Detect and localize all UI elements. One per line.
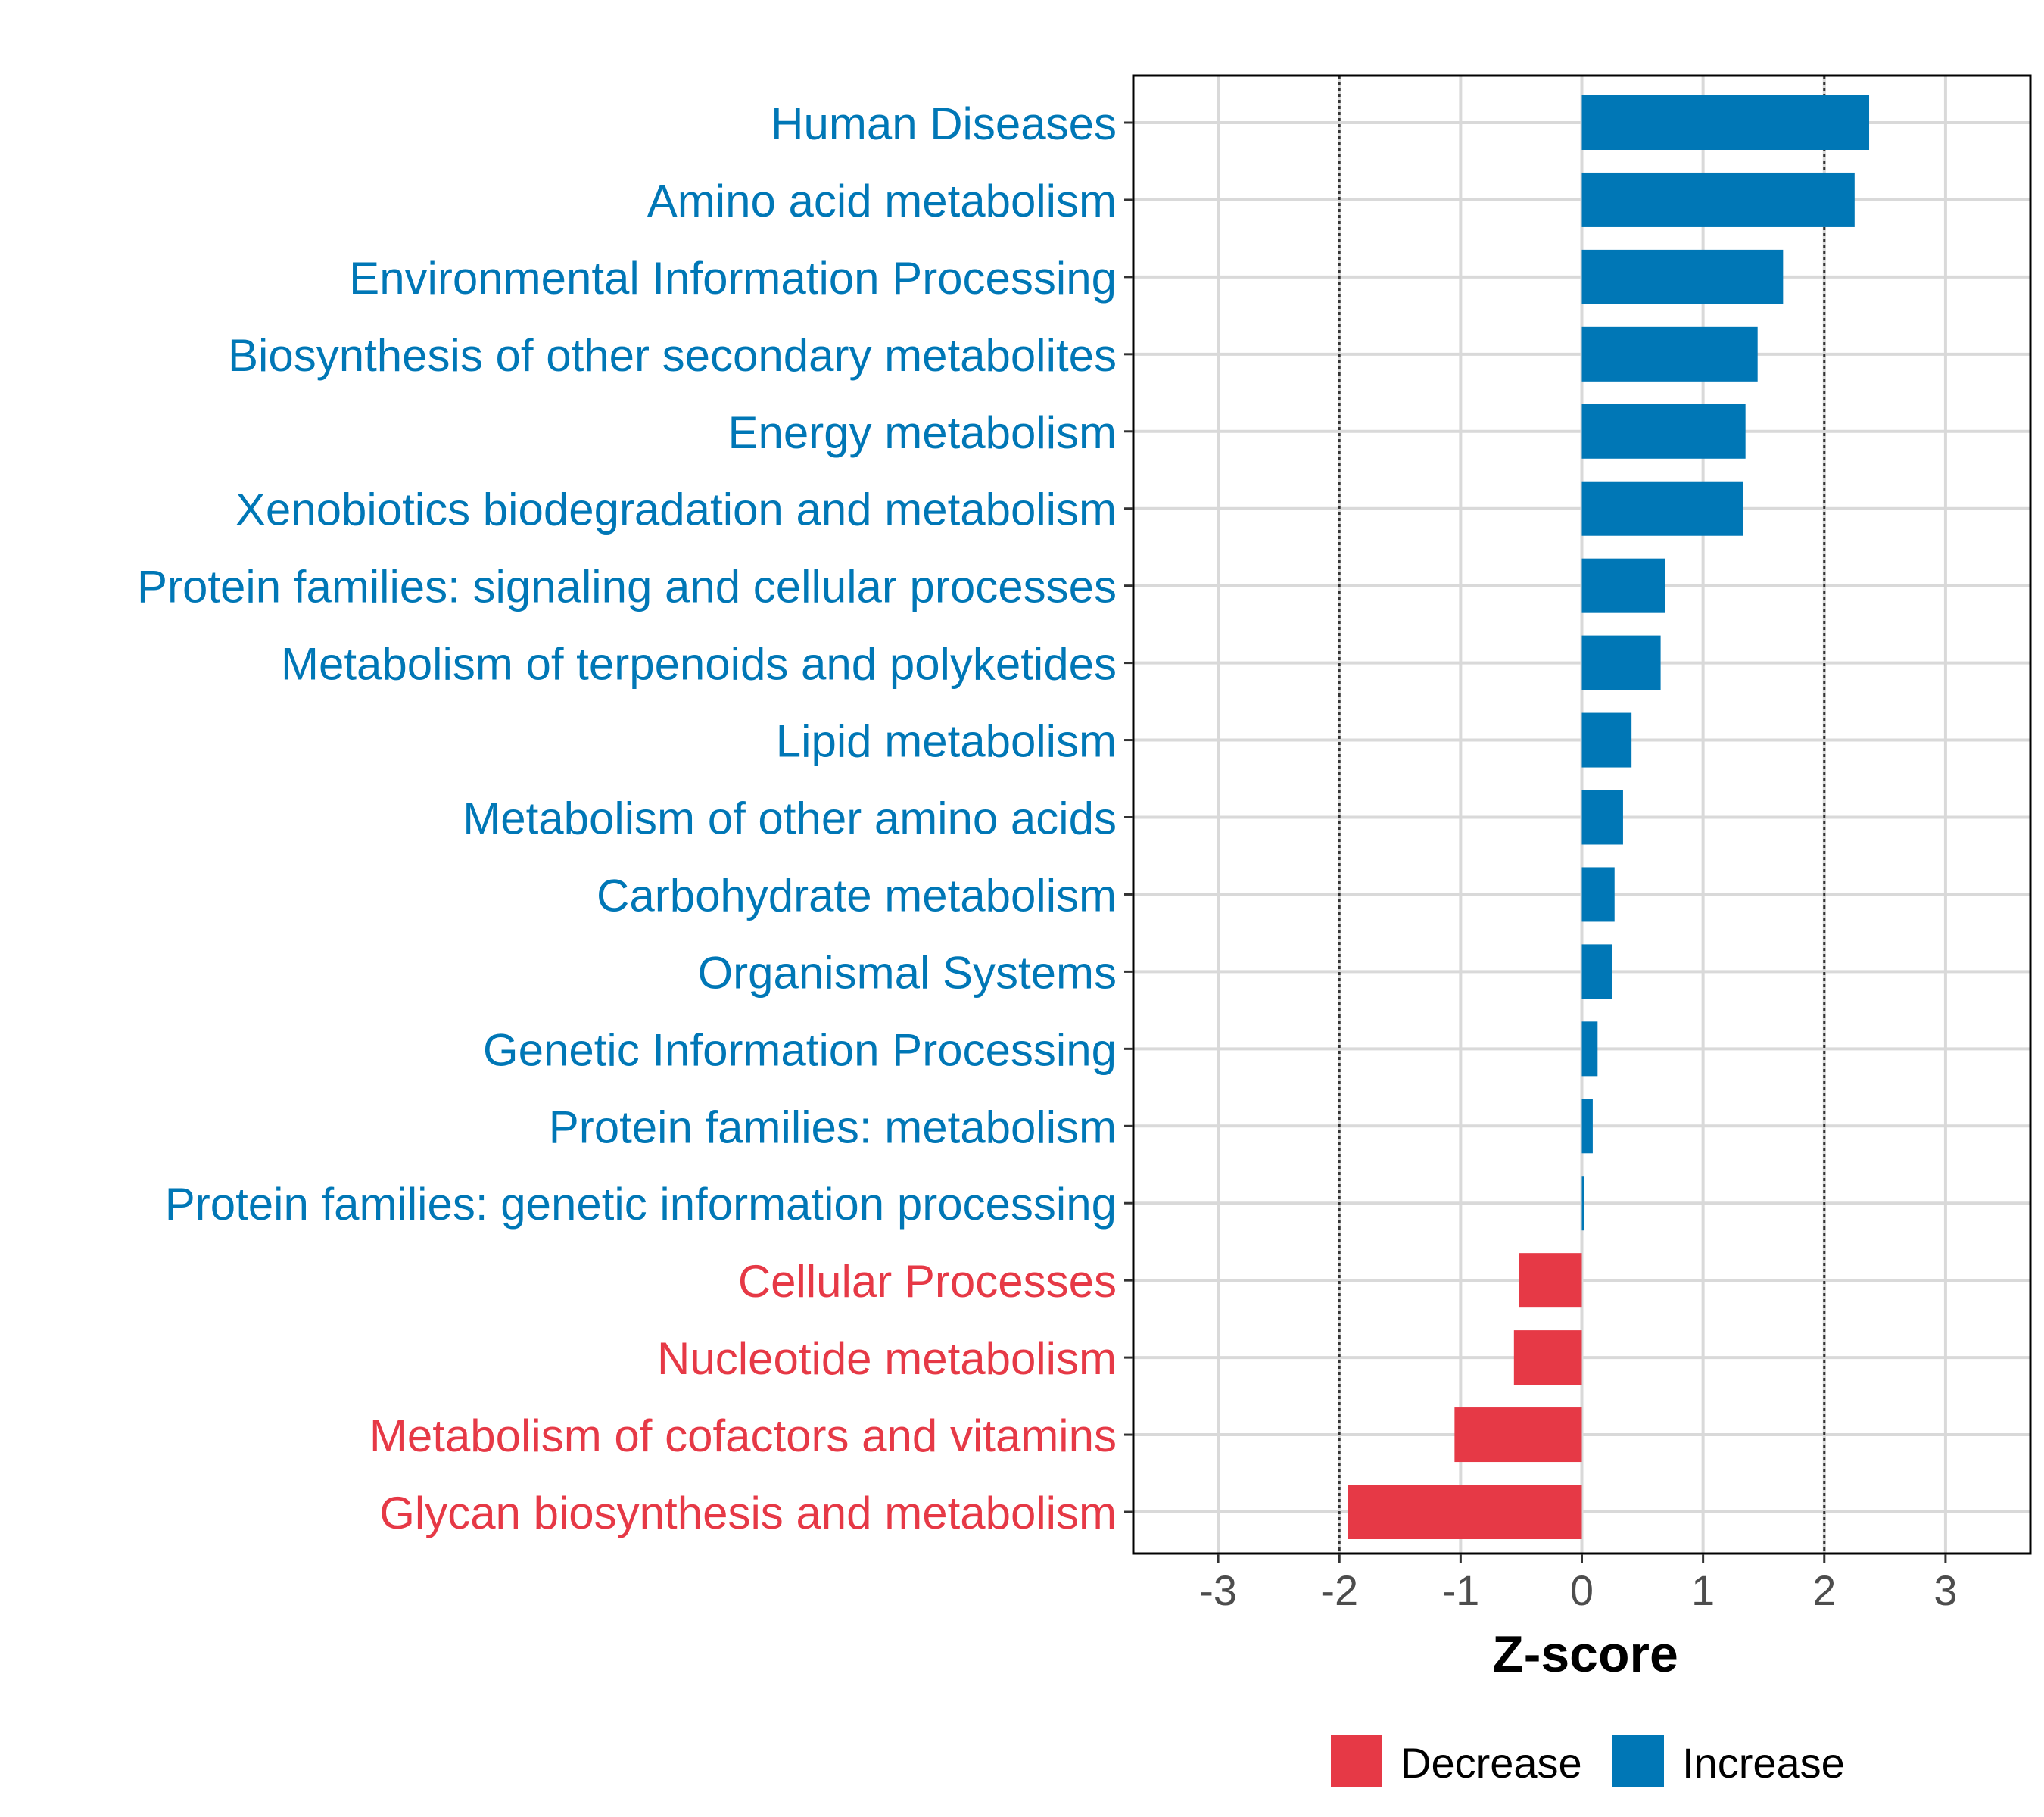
bar-17	[1454, 1407, 1582, 1463]
bar-18	[1348, 1485, 1582, 1539]
x-axis-tick-label-1: -2	[1320, 1566, 1358, 1614]
legend: Decrease Increase	[1325, 1734, 1893, 1794]
bar-10	[1581, 867, 1615, 922]
y-axis-label-18: Glycan biosynthesis and metabolism	[379, 1488, 1117, 1538]
x-axis-tick-label-2: -1	[1441, 1566, 1479, 1614]
y-axis-label-5: Xenobiotics biodegradation and metabolis…	[235, 485, 1117, 535]
y-axis-label-17: Metabolism of cofactors and vitamins	[369, 1410, 1117, 1461]
y-axis-label-14: Protein families: genetic information pr…	[165, 1179, 1117, 1230]
y-axis-label-6: Protein families: signaling and cellular…	[137, 562, 1117, 612]
bar-3	[1581, 326, 1758, 382]
y-axis-label-8: Lipid metabolism	[776, 716, 1117, 767]
x-axis-tick-labels: -3 -2 -1 0 1 2 3	[1199, 1566, 1957, 1614]
bar-15	[1519, 1253, 1582, 1308]
y-axis-label-15: Cellular Processes	[738, 1256, 1117, 1307]
y-axis-label-11: Organismal Systems	[698, 947, 1117, 998]
y-axis-label-16: Nucleotide metabolism	[657, 1333, 1117, 1384]
y-axis-label-12: Genetic Information Processing	[483, 1024, 1117, 1075]
bar-2	[1581, 249, 1784, 304]
y-axis-label-3: Biosynthesis of other secondary metaboli…	[228, 330, 1117, 381]
y-axis-label-4: Energy metabolism	[728, 407, 1117, 458]
bar-7	[1581, 635, 1661, 690]
x-axis-tick-label-3: 0	[1570, 1566, 1594, 1614]
x-axis-ticks	[1217, 1554, 1947, 1563]
x-axis-tick-label-0: -3	[1199, 1566, 1237, 1614]
y-axis-label-1: Amino acid metabolism	[647, 176, 1117, 226]
y-axis-label-13: Protein families: metabolism	[549, 1102, 1117, 1152]
bar-1	[1581, 172, 1855, 227]
bar-5	[1581, 481, 1743, 536]
y-axis-label-0: Human Diseases	[771, 98, 1117, 149]
bar-16	[1513, 1330, 1582, 1385]
x-axis-tick-label-5: 2	[1812, 1566, 1836, 1614]
y-axis-label-2: Environmental Information Processing	[349, 253, 1117, 304]
bar-0	[1581, 95, 1870, 150]
legend-swatch-decrease	[1331, 1735, 1382, 1787]
bar-13	[1581, 1099, 1593, 1154]
bar-14	[1581, 1176, 1584, 1231]
y-axis-label-9: Metabolism of other amino acids	[463, 793, 1117, 844]
bar-4	[1581, 404, 1746, 459]
y-axis-label-7: Metabolism of terpenoids and polyketides	[281, 639, 1117, 690]
bar-6	[1581, 558, 1665, 613]
legend-label-decrease: Decrease	[1401, 1739, 1582, 1787]
x-axis-tick-label-6: 3	[1933, 1566, 1957, 1614]
bar-9	[1581, 790, 1623, 845]
y-axis-label-10: Carbohydrate metabolism	[597, 870, 1117, 921]
x-axis-title: Z-score	[1492, 1625, 1678, 1683]
y-axis-ticks	[1124, 121, 1133, 1513]
legend-label-increase: Increase	[1682, 1739, 1845, 1787]
legend-swatch-increase	[1612, 1735, 1664, 1787]
y-axis-category-labels: Human Diseases Amino acid metabolism Envir…	[137, 98, 1117, 1538]
bars	[1348, 95, 1870, 1539]
reference-lines	[1338, 76, 1826, 1554]
bar-11	[1581, 944, 1612, 999]
bar-12	[1581, 1021, 1598, 1077]
x-axis-tick-label-4: 1	[1691, 1566, 1715, 1614]
bar-8	[1581, 712, 1632, 768]
